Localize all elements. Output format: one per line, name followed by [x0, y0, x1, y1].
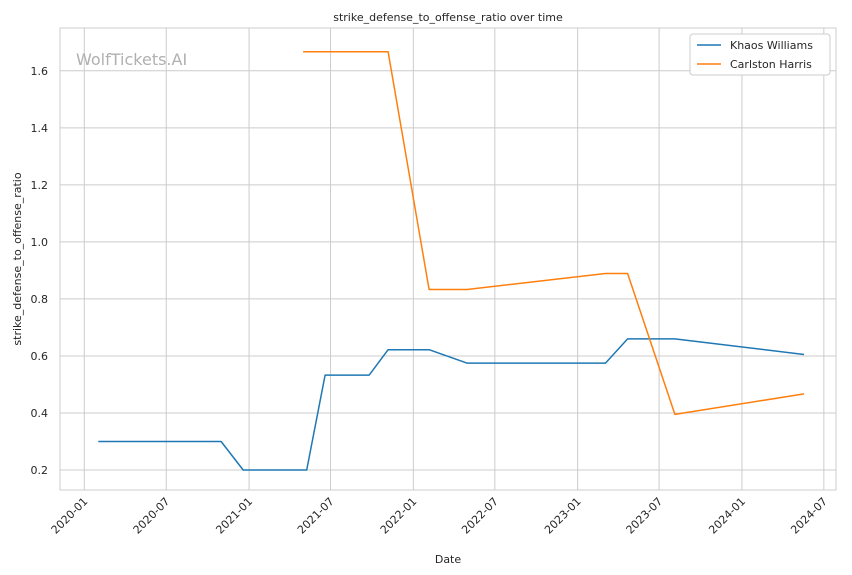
- plot-area: [59, 27, 837, 491]
- series-line-khaos-williams: [98, 338, 805, 471]
- legend-label-carlston-harris: Carlston Harris: [730, 58, 812, 71]
- x-tick-label: 2022-07: [459, 495, 501, 537]
- y-tick-label: 1.2: [31, 179, 49, 192]
- y-tick-label: 0.6: [31, 350, 49, 363]
- watermark: WolfTickets.AI: [76, 50, 187, 69]
- x-tick-label: 2020-07: [131, 495, 173, 537]
- y-tick-label: 0.4: [31, 407, 49, 420]
- x-tick-label: 2024-01: [706, 495, 748, 537]
- x-tick-label: 2023-01: [542, 495, 584, 537]
- y-tick-label: 1.4: [31, 122, 49, 135]
- series-line-carlston-harris: [303, 50, 805, 416]
- y-tick-label: 1.0: [31, 236, 49, 249]
- x-tick-label: 2022-01: [378, 495, 420, 537]
- y-tick-label: 1.6: [31, 65, 49, 78]
- x-tick-label: 2020-01: [49, 495, 91, 537]
- x-tick-label: 2021-01: [213, 495, 255, 537]
- x-tick-label: 2021-07: [295, 495, 337, 537]
- legend-label-khaos-williams: Khaos Williams: [730, 39, 813, 52]
- x-tick-label: 2024-07: [788, 495, 830, 537]
- x-axis-label: Date: [435, 553, 462, 566]
- y-tick-label: 0.8: [31, 293, 49, 306]
- legend: Khaos Williams Carlston Harris: [689, 33, 831, 76]
- chart-title: strike_defense_to_offense_ratio over tim…: [333, 11, 563, 24]
- x-tick-labels: 2020-01 2020-07 2021-01 2021-07 2022-01 2022-…: [49, 495, 830, 537]
- legend-box: [689, 33, 831, 76]
- y-tick-labels: 0.2 0.4 0.6 0.8 1.0 1.2 1.4 1.6: [31, 65, 49, 477]
- x-tick-label: 2023-07: [624, 495, 666, 537]
- series-lines: [98, 50, 805, 471]
- y-tick-label: 0.2: [31, 464, 49, 477]
- y-axis-label: strike_defense_to_offense_ratio: [11, 172, 24, 345]
